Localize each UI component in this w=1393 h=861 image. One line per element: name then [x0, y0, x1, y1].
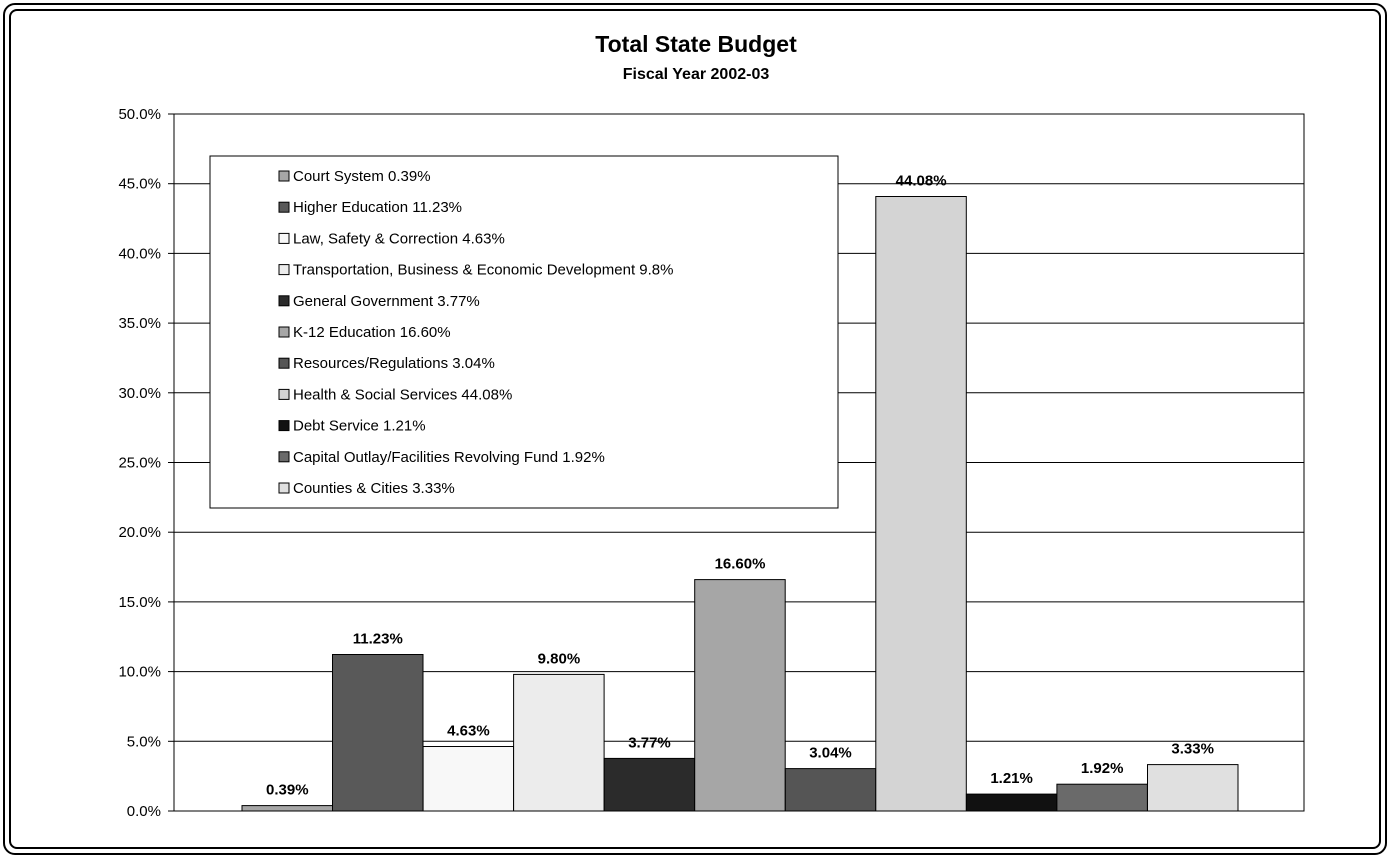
legend-entry: Resources/Regulations 3.04%	[293, 355, 495, 372]
legend-entry: K-12 Education 16.60%	[293, 324, 451, 341]
y-tick-label: 35.0%	[118, 315, 161, 332]
bar	[422, 746, 515, 812]
legend: Court System 0.39% Higher Education 11.23…	[209, 155, 839, 509]
y-tick-label: 30.0%	[118, 385, 161, 402]
legend-swatch	[278, 388, 290, 400]
legend-entry: Counties & Cities 3.33%	[293, 480, 455, 497]
y-axis: 0.0% 5.0% 10.0% 15.0% 20.0% 25.0% 30.0% 35.0% 40…	[118, 106, 1304, 820]
legend-swatch	[278, 232, 290, 244]
data-labels: 0.39% 11.23% 4.63% 9.80% 3.77% 16.60% 3.04% 44.…	[266, 173, 1214, 799]
bars	[241, 196, 1239, 812]
chart-title: Total State Budget	[595, 31, 797, 57]
y-tick-label: 50.0%	[118, 106, 161, 123]
data-label: 1.21%	[990, 770, 1033, 787]
bar	[513, 673, 605, 812]
y-tick-label: 0.0%	[127, 803, 161, 820]
data-label: 3.77%	[628, 734, 671, 751]
data-label: 3.33%	[1171, 741, 1214, 758]
legend-entry: Transportation, Business & Economic Deve…	[293, 262, 673, 279]
legend-entry: Court System 0.39%	[293, 168, 431, 185]
bar	[332, 654, 424, 812]
bar	[603, 757, 696, 812]
legend-box	[209, 155, 839, 509]
bar	[241, 805, 333, 812]
y-tick-label: 10.0%	[118, 664, 161, 681]
data-label: 11.23%	[353, 631, 403, 648]
y-tick-label: 20.0%	[118, 524, 161, 541]
legend-entry: Higher Education 11.23%	[293, 199, 462, 216]
data-label: 3.04%	[809, 745, 852, 762]
legend-swatch	[278, 451, 290, 463]
bar	[875, 196, 967, 812]
chart-outer-frame	[3, 3, 1387, 855]
data-label: 44.08%	[896, 173, 947, 190]
legend-swatch	[278, 420, 290, 432]
bar	[1147, 764, 1239, 812]
y-tick-label: 5.0%	[127, 733, 161, 750]
y-tick-label: 15.0%	[118, 594, 161, 611]
legend-entry: Law, Safety & Correction 4.63%	[293, 230, 505, 247]
y-tick-label: 45.0%	[118, 176, 161, 193]
data-label: 16.60%	[715, 556, 766, 573]
data-label: 9.80%	[538, 650, 581, 667]
legend-swatch	[278, 170, 290, 182]
bar	[1056, 783, 1148, 812]
legend-swatch	[278, 201, 290, 213]
bar	[784, 768, 877, 812]
data-label: 4.63%	[447, 723, 490, 740]
legend-entry: General Government 3.77%	[293, 293, 480, 310]
legend-entry: Debt Service 1.21%	[293, 418, 426, 435]
bar	[694, 579, 786, 812]
legend-swatch	[278, 482, 290, 494]
legend-entry: Capital Outlay/Facilities Revolving Fund…	[293, 449, 605, 466]
legend-entry: Health & Social Services 44.08%	[293, 386, 512, 403]
legend-swatch	[278, 264, 290, 276]
y-tick-label: 25.0%	[118, 455, 161, 472]
legend-swatch	[278, 326, 290, 338]
chart-inner-frame	[9, 9, 1381, 849]
data-label: 1.92%	[1081, 760, 1124, 777]
bar	[965, 793, 1058, 812]
data-label: 0.39%	[266, 782, 309, 799]
legend-swatch	[278, 295, 290, 307]
y-tick-label: 40.0%	[118, 245, 161, 262]
chart-subtitle: Fiscal Year 2002-03	[623, 66, 770, 83]
legend-swatch	[278, 357, 290, 369]
